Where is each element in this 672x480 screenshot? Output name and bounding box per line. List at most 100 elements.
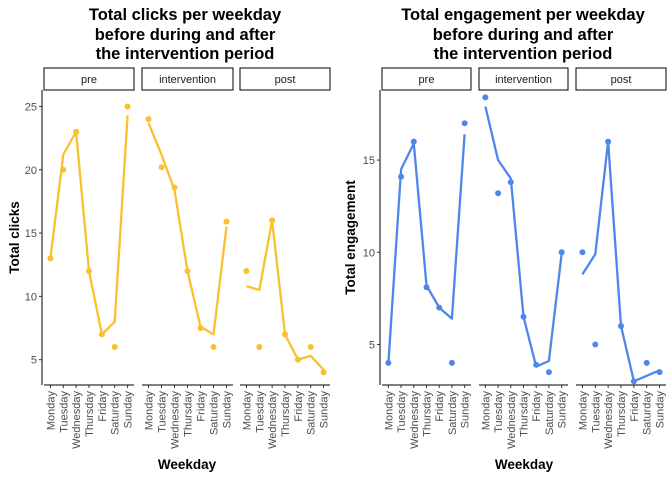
- x-tick-label: Tuesday: [58, 391, 70, 433]
- data-point: [294, 356, 301, 363]
- facet-strip-label: pre: [81, 74, 97, 86]
- y-tick-label: 5: [369, 339, 375, 351]
- x-tick-label: Sunday: [319, 391, 331, 429]
- x-tick-label: Monday: [383, 391, 395, 431]
- x-tick-label: Monday: [577, 391, 589, 431]
- trend-line: [49, 115, 129, 336]
- data-point: [520, 313, 527, 320]
- x-tick-label: Sunday: [123, 391, 135, 429]
- chart-title-line: Total engagement per weekday: [401, 6, 645, 24]
- x-tick-label: Saturday: [642, 391, 654, 436]
- facet-strip-label: post: [611, 74, 632, 86]
- x-tick-label: Friday: [629, 391, 641, 422]
- data-point: [47, 255, 54, 262]
- chart-title-line: before during and after: [95, 26, 276, 44]
- y-tick-label: 5: [31, 355, 37, 367]
- data-point: [643, 359, 650, 366]
- x-tick-label: Sunday: [655, 391, 667, 429]
- chart-1: Total clicks per weekday before during an…: [7, 6, 331, 472]
- data-point: [282, 331, 288, 338]
- y-tick-label: 10: [25, 291, 37, 303]
- data-point: [448, 359, 455, 366]
- facet-strip-label: pre: [419, 74, 435, 86]
- data-point: [98, 331, 105, 338]
- y-tick-label: 15: [363, 155, 375, 167]
- data-point: [124, 103, 131, 110]
- data-point: [307, 344, 314, 351]
- data-point: [184, 268, 191, 275]
- y-axis-title: Total clicks: [7, 201, 22, 274]
- y-tick-label: 25: [25, 101, 37, 113]
- x-tick-label: Tuesday: [590, 391, 602, 433]
- facet-strip-label: intervention: [495, 74, 552, 86]
- chart-title-line: the intervention period: [96, 45, 275, 63]
- data-point: [656, 369, 663, 376]
- x-tick-label: Thursday: [183, 391, 195, 437]
- x-axis-title: Weekday: [495, 457, 554, 472]
- data-point: [210, 344, 217, 351]
- trend-line: [387, 134, 466, 363]
- data-point: [618, 323, 624, 329]
- data-point: [545, 369, 552, 376]
- facet-strip: [141, 67, 234, 91]
- x-tick-label: Friday: [293, 391, 305, 422]
- chart-title-line: the intervention period: [434, 45, 613, 63]
- x-axis-title: Weekday: [158, 457, 217, 472]
- x-tick-label: Monday: [480, 391, 492, 431]
- data-point: [197, 325, 204, 332]
- facet-strip: [478, 67, 569, 91]
- x-tick-label: Wednesday: [603, 391, 615, 449]
- x-tick-label: Sunday: [460, 391, 472, 429]
- data-point: [423, 284, 430, 291]
- x-tick-label: Tuesday: [493, 391, 505, 433]
- data-point: [385, 359, 392, 366]
- data-point: [269, 217, 276, 224]
- x-tick-label: Thursday: [616, 391, 628, 437]
- x-tick-label: Wednesday: [170, 391, 182, 449]
- facet-strip-label: intervention: [159, 74, 216, 86]
- data-point: [60, 166, 67, 173]
- data-point: [398, 173, 405, 180]
- facet-post: post Monday Tuesday Wednesday Thursday Friday…: [575, 67, 667, 449]
- x-tick-label: Tuesday: [254, 391, 266, 433]
- data-point: [579, 249, 586, 256]
- x-tick-label: Thursday: [519, 391, 531, 437]
- data-point: [86, 268, 92, 275]
- x-tick-label: Friday: [434, 391, 446, 422]
- data-point: [73, 128, 80, 135]
- data-point: [320, 369, 327, 376]
- data-point: [436, 304, 443, 311]
- facet-post: post Monday Tuesday Wednesday Thursday Friday…: [239, 67, 331, 449]
- x-tick-label: Thursday: [84, 391, 96, 437]
- data-point: [171, 184, 178, 191]
- data-point: [533, 361, 540, 368]
- data-point: [507, 179, 514, 186]
- data-point: [482, 94, 489, 101]
- x-tick-label: Saturday: [306, 391, 318, 436]
- x-tick-label: Saturday: [544, 391, 556, 436]
- data-point: [495, 190, 502, 197]
- chart-title-line: before during and after: [433, 26, 614, 44]
- facet-strip: [381, 67, 472, 91]
- data-point: [592, 341, 599, 348]
- facet-strip: [575, 67, 667, 91]
- data-point: [111, 344, 118, 351]
- data-point: [223, 218, 230, 225]
- x-tick-label: Tuesday: [396, 391, 408, 433]
- trend-line: [147, 122, 228, 336]
- data-point: [605, 138, 612, 145]
- trend-line: [484, 106, 563, 368]
- x-tick-label: Friday: [531, 391, 543, 422]
- data-point: [630, 378, 637, 385]
- x-tick-label: Sunday: [557, 391, 569, 429]
- chart-title-line: Total clicks per weekday: [89, 6, 282, 24]
- x-tick-label: Wednesday: [267, 391, 279, 449]
- y-tick-label: 20: [25, 165, 37, 177]
- data-point: [256, 344, 263, 351]
- x-tick-label: Saturday: [447, 391, 459, 436]
- x-tick-label: Saturday: [209, 391, 221, 436]
- x-tick-label: Monday: [241, 391, 253, 431]
